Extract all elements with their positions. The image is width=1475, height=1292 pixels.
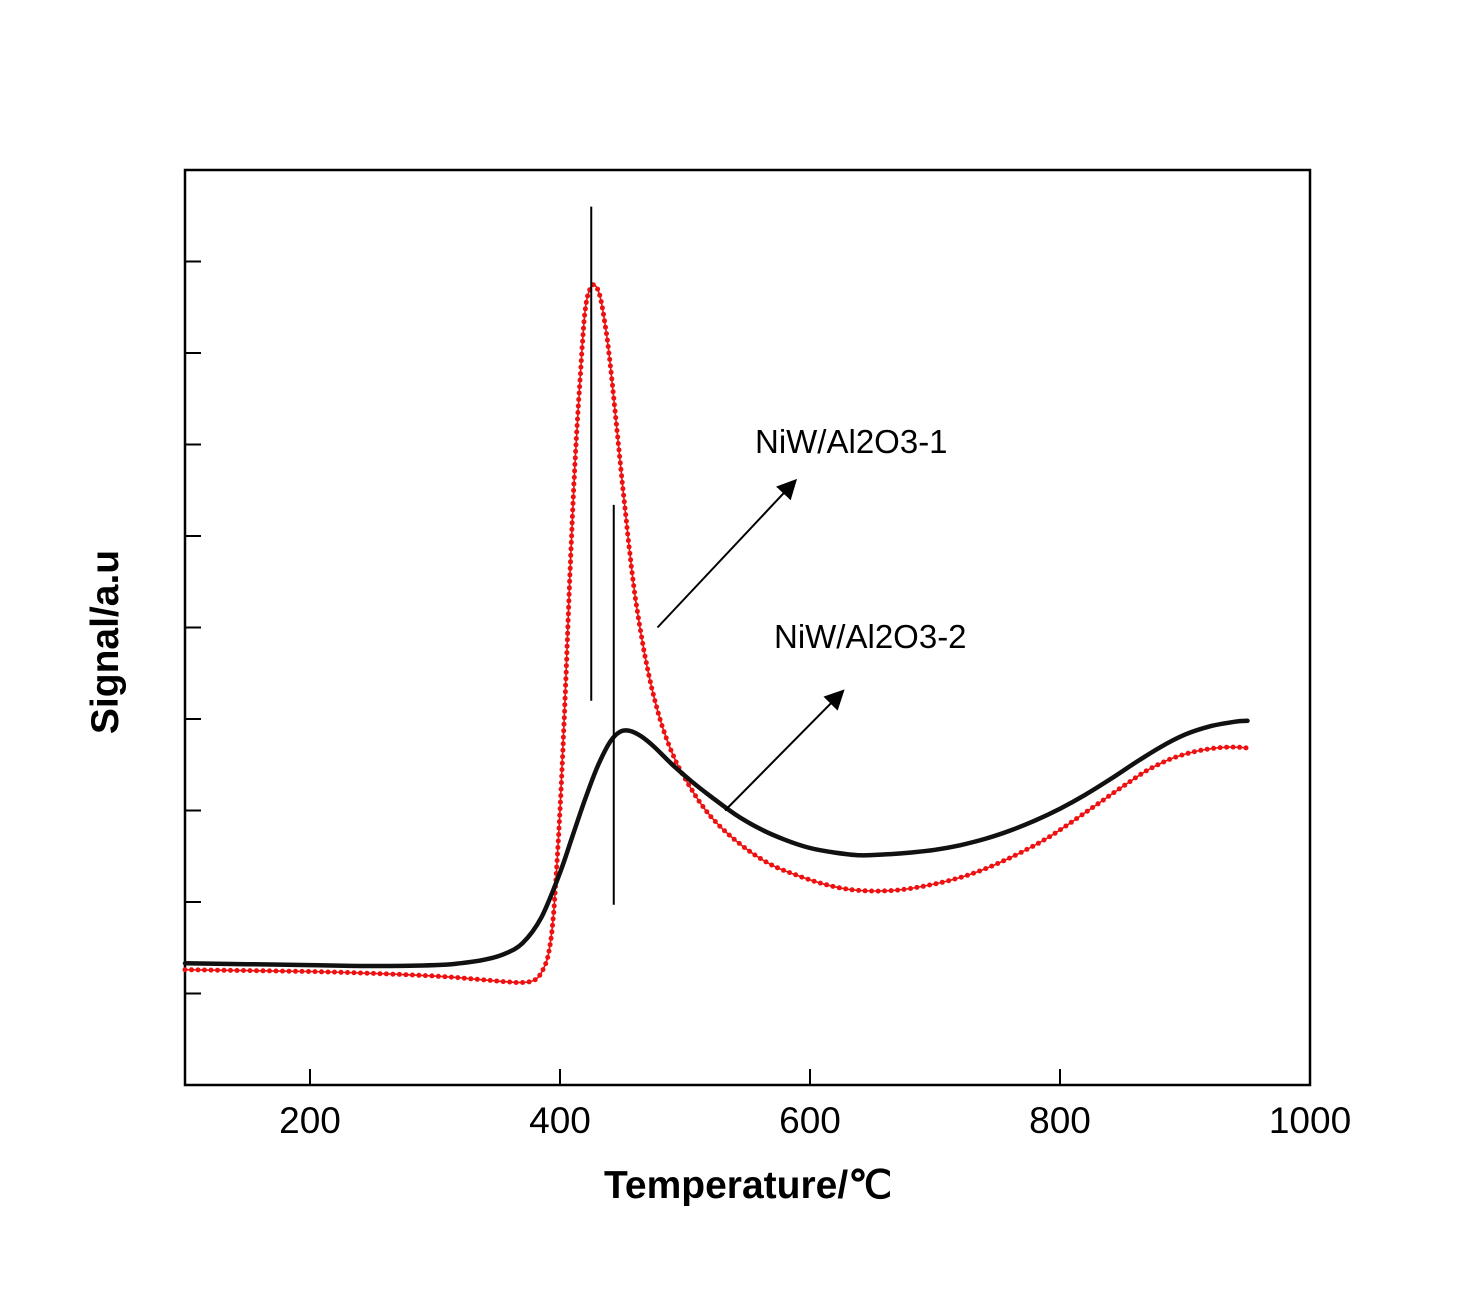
series2-annotation-label: NiW/Al2O3-2 bbox=[774, 618, 967, 655]
data-series bbox=[182, 282, 1250, 985]
annotation-arrow-1 bbox=[656, 478, 798, 629]
annotation-arrow-2 bbox=[724, 689, 845, 812]
series-curve-2 bbox=[182, 718, 1250, 969]
y-axis-title: Signal/a.u bbox=[84, 550, 127, 734]
x-tick-label: 400 bbox=[529, 1100, 591, 1141]
x-axis-title: Temperature/℃ bbox=[604, 1164, 892, 1207]
series-curve-1 bbox=[184, 283, 1248, 984]
x-tick-label: 1000 bbox=[1269, 1100, 1351, 1141]
x-tick-labels: 200 400 600 800 1000 bbox=[279, 1100, 1351, 1141]
x-tick-label: 200 bbox=[279, 1100, 341, 1141]
axis-ticks bbox=[185, 260, 1311, 1085]
annotations bbox=[590, 206, 845, 905]
series1-annotation-label: NiW/Al2O3-1 bbox=[755, 423, 948, 460]
x-tick-label: 800 bbox=[1029, 1100, 1091, 1141]
plot-frame bbox=[183, 168, 1312, 1087]
series-dots-1 bbox=[182, 282, 1249, 985]
x-tick-label: 600 bbox=[779, 1100, 841, 1141]
